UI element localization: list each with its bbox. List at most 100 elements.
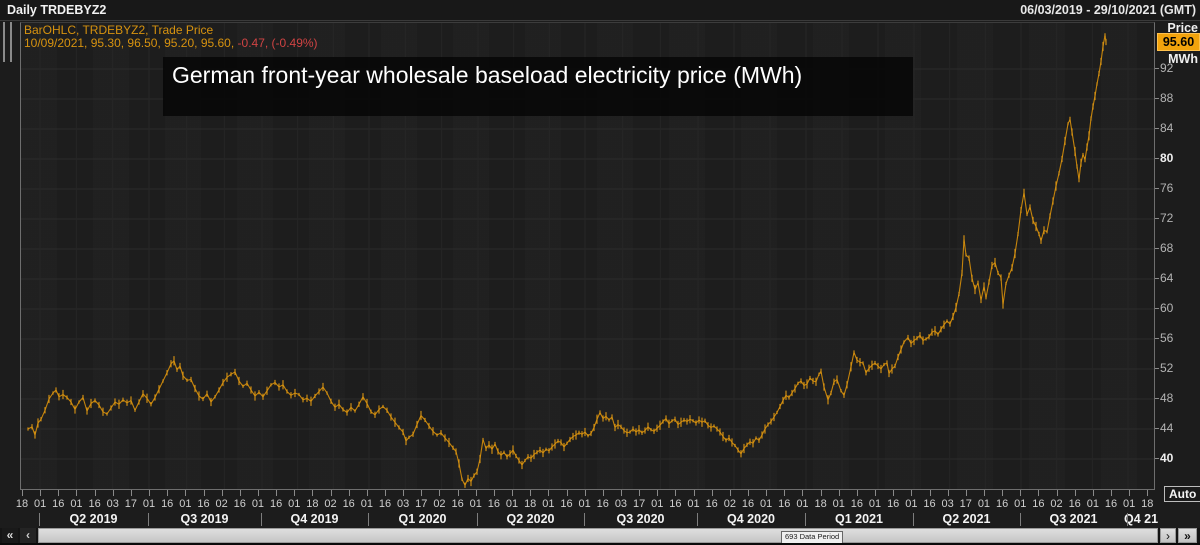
time-axis-day-label: 18 xyxy=(306,498,319,510)
time-axis-tick xyxy=(257,490,259,496)
scroll-fast-left-button[interactable]: « xyxy=(2,528,18,543)
time-axis-day-label: 16 xyxy=(197,498,210,510)
time-axis-day-label: 16 xyxy=(342,498,355,510)
time-axis-tick xyxy=(94,490,96,496)
quarter-divider xyxy=(39,513,40,526)
quarter-divider xyxy=(913,513,914,526)
time-axis-day-label: 16 xyxy=(52,498,65,510)
time-axis-tick xyxy=(784,490,786,496)
time-axis-day-label: 16 xyxy=(741,498,755,510)
price-axis-caption: Price xyxy=(1167,21,1198,35)
time-axis-day-label: 16 xyxy=(487,498,501,510)
time-axis-tick xyxy=(167,490,169,496)
price-axis-tick xyxy=(1155,68,1159,69)
time-axis-day-label: 01 xyxy=(977,498,991,510)
time-axis-day-label: 01 xyxy=(1014,498,1027,510)
scroll-fast-right-button[interactable]: » xyxy=(1178,528,1197,543)
price-axis-tick xyxy=(1155,98,1159,99)
time-axis-tick xyxy=(330,490,332,496)
scroll-right-button[interactable]: › xyxy=(1160,528,1176,543)
quarter-divider xyxy=(148,513,149,526)
scroll-left-button[interactable]: ‹ xyxy=(20,528,36,543)
time-axis-quarter-label: Q1 2020 xyxy=(398,512,447,526)
time-axis-day-label: 01 xyxy=(651,498,664,510)
time-axis-day-label: 01 xyxy=(687,498,700,510)
time-axis-day-label: 03 xyxy=(106,498,119,510)
time-axis-tick xyxy=(421,490,423,496)
time-axis-tick xyxy=(1056,490,1058,496)
time-axis-tick xyxy=(766,490,768,496)
price-axis-label: 48 xyxy=(1160,391,1174,405)
time-axis-day-label: 16 xyxy=(596,498,609,510)
axis-auto-scale-button[interactable]: Auto xyxy=(1164,486,1200,502)
time-axis-tick xyxy=(911,490,913,496)
price-axis-label: 64 xyxy=(1160,271,1174,285)
time-axis-tick xyxy=(493,490,495,496)
price-axis-tick xyxy=(1155,158,1159,159)
time-axis-tick xyxy=(893,490,895,496)
time-axis-tick xyxy=(639,490,641,496)
time-axis-day-label: 16 xyxy=(1068,498,1081,510)
time-axis-day-label: 01 xyxy=(760,498,773,510)
quarter-divider xyxy=(805,513,806,526)
time-axis-day-label: 16 xyxy=(669,498,682,510)
time-axis-day-label: 01 xyxy=(251,498,265,510)
time-axis-tick xyxy=(40,490,42,496)
quarter-divider xyxy=(368,513,369,526)
price-axis-tick xyxy=(1155,218,1159,219)
time-axis-day-label: 18 xyxy=(524,498,537,510)
price-axis-tick xyxy=(1155,338,1159,339)
price-axis-unit: MWh xyxy=(1168,52,1198,66)
time-axis-tick xyxy=(748,490,749,496)
time-axis-day-label: 02 xyxy=(324,498,337,510)
time-axis-tick xyxy=(76,490,78,496)
time-axis-day-label: 01 xyxy=(34,498,47,510)
time-axis-tick xyxy=(548,490,550,496)
price-axis-tick xyxy=(1155,248,1159,249)
time-axis-day-label: 16 xyxy=(88,498,101,510)
time-axis-tick xyxy=(657,490,659,496)
time-axis-day-label: 01 xyxy=(578,498,591,510)
price-axis-tick xyxy=(1155,188,1159,189)
time-axis-tick xyxy=(112,490,114,496)
price-axis-tick xyxy=(1155,458,1159,459)
time-axis-day-label: 01 xyxy=(905,498,918,510)
time-axis-day-label: 16 xyxy=(1032,498,1045,510)
price-axis-tick xyxy=(1155,398,1159,399)
time-axis-quarter-label: Q4 2019 xyxy=(290,512,339,526)
price-axis-label: 84 xyxy=(1160,121,1174,135)
quarter-divider xyxy=(697,513,698,526)
chart-title-instrument[interactable]: Daily TRDEBYZ2 xyxy=(7,3,107,17)
time-axis-tick xyxy=(729,490,731,496)
price-series-chart[interactable] xyxy=(21,23,1154,489)
time-axis-tick xyxy=(675,490,677,496)
time-axis-day-label: 18 xyxy=(814,498,827,510)
time-axis-day-label: 01 xyxy=(505,498,519,510)
time-axis-tick xyxy=(838,490,840,496)
quarter-divider xyxy=(261,513,262,526)
time-axis-day-label: 01 xyxy=(288,498,301,510)
price-axis-tick xyxy=(1155,428,1159,429)
time-axis-day-label: 01 xyxy=(832,498,845,510)
time-axis-tick xyxy=(348,490,350,496)
chart-title-banner: German front-year wholesale baseload ele… xyxy=(163,57,913,116)
time-axis-day-label: 18 xyxy=(15,498,29,510)
time-axis-tick xyxy=(947,490,949,496)
legend-series-name[interactable]: BarOHLC, TRDEBYZ2, Trade Price xyxy=(24,23,214,37)
time-scrollbar: « ‹ 693 Data Period › » xyxy=(0,528,1200,544)
time-axis-tick xyxy=(1020,490,1022,496)
time-axis-tick xyxy=(149,490,151,496)
last-price-badge[interactable]: 95.60 xyxy=(1157,33,1200,51)
time-axis-day-label: 01 xyxy=(542,498,555,510)
chart-selection-handle[interactable] xyxy=(3,22,12,62)
legend-last-quote: 10/09/2021, 95.30, 96.50, 95.20, 95.60, … xyxy=(24,37,318,49)
time-axis-tick xyxy=(203,490,205,496)
grid xyxy=(21,23,1154,489)
time-axis-tick xyxy=(875,490,877,496)
quarter-divider xyxy=(477,513,478,526)
time-axis-quarter-label: Q1 2021 xyxy=(835,512,883,526)
time-axis-day-label: 16 xyxy=(850,498,864,510)
scrollbar-thumb[interactable]: 693 Data Period xyxy=(38,528,1158,544)
time-axis-tick xyxy=(566,490,568,496)
